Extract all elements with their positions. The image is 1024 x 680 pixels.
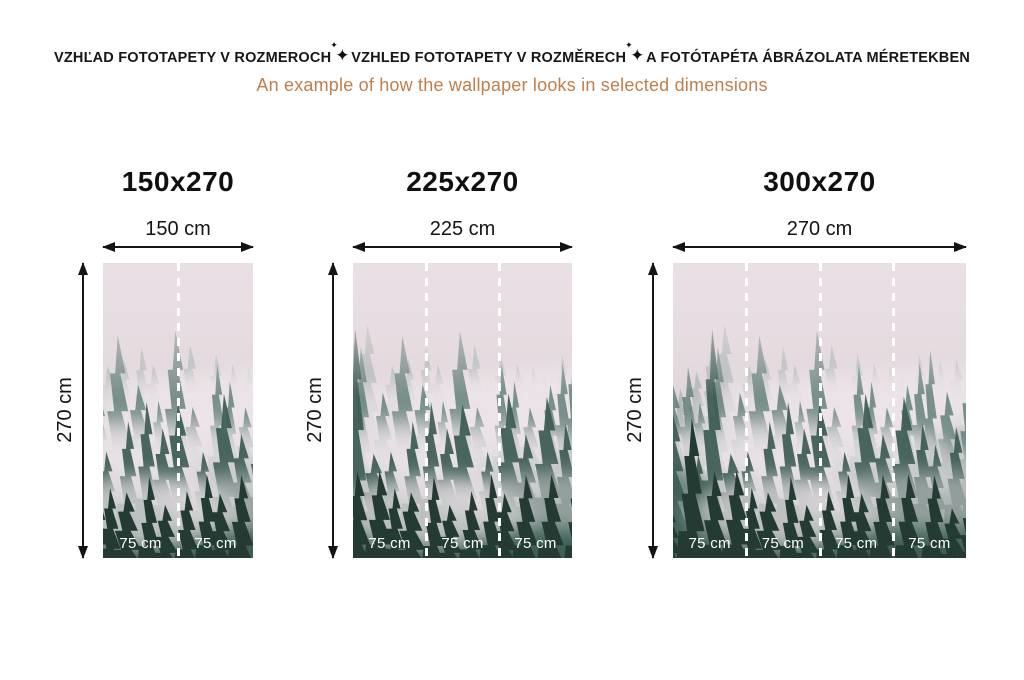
strip-width-label: 75 cm [908,535,951,552]
width-dimension-label: 225 cm [429,218,496,240]
sparkle-icon: ✦ ✦ [330,40,350,65]
wallpaper-strip: 75 cm [103,263,180,558]
panel-title: 150x270 [121,166,235,197]
width-arrow [102,242,254,252]
height-dimension-label: 270 cm [54,377,76,443]
panel-strips: 75 cm 75 cm 75 cm 75 cm [673,263,966,558]
panel-strips: 75 cm 75 cm [103,263,253,558]
panel-title: 225x270 [406,166,519,197]
width-dimension-label: 270 cm [786,218,853,240]
wallpaper-preview: 75 cm 75 cm [103,263,253,558]
height-arrow [78,262,88,559]
panel-title: 300x270 [763,166,876,197]
width-arrow [352,242,573,252]
wallpaper-strip: 75 cm [353,263,428,558]
sparkle-icon: ✦ ✦ [625,40,645,65]
wallpaper-strip: 75 cm [746,263,822,558]
panel-150x270: 150x270 150 cm 270 cm 75 cm 75 cm [43,160,263,580]
strip-width-label: 75 cm [119,535,162,552]
header: VZHĽAD FOTOTAPETY V ROZMEROCH ✦ ✦ VZHLED FO… [0,40,1024,96]
strip-width-label: 75 cm [368,535,411,552]
wallpaper-preview: 75 cm 75 cm 75 cm 75 cm [673,263,966,558]
panel-strips: 75 cm 75 cm 75 cm [353,263,572,558]
page-title: VZHĽAD FOTOTAPETY V ROZMEROCH ✦ ✦ VZHLED FO… [0,40,1024,69]
page-subtitle: An example of how the wallpaper looks in… [256,75,768,95]
title-part-sk: VZHĽAD FOTOTAPETY V ROZMEROCH [53,50,332,66]
strip-width-label: 75 cm [441,535,484,552]
width-dimension-label: 150 cm [145,218,211,240]
wallpaper-strip: 75 cm [673,263,749,558]
height-dimension-label: 270 cm [304,377,326,443]
wallpaper-preview: 75 cm 75 cm 75 cm [353,263,572,558]
wallpaper-strip: 75 cm [893,263,966,558]
height-dimension-label: 270 cm [624,377,646,443]
strip-width-label: 75 cm [194,535,237,552]
height-arrow [648,262,658,559]
strip-width-label: 75 cm [834,535,878,552]
wallpaper-strip: 75 cm [178,263,253,558]
strip-width-label: 75 cm [761,535,805,552]
panel-225x270: 225x270 225 cm 270 cm 75 cm 75 cm 75 cm [293,160,583,580]
wallpaper-strip: 75 cm [426,263,501,558]
strip-width-label: 75 cm [688,535,731,552]
strip-width-label: 75 cm [514,535,557,552]
title-part-hu: A FOTÓTAPÉTA ÁBRÁZOLATA MÉRETEKBEN [646,50,971,66]
wallpaper-strip: 75 cm [820,263,896,558]
title-part-cz: VZHLED FOTOTAPETY V ROZMĚRECH [351,50,627,66]
height-arrow [328,262,338,559]
width-arrow [672,242,967,252]
panel-300x270: 300x270 270 cm 270 cm 75 cm 75 cm 75 cm … [613,160,978,580]
wallpaper-strip: 75 cm [499,263,572,558]
